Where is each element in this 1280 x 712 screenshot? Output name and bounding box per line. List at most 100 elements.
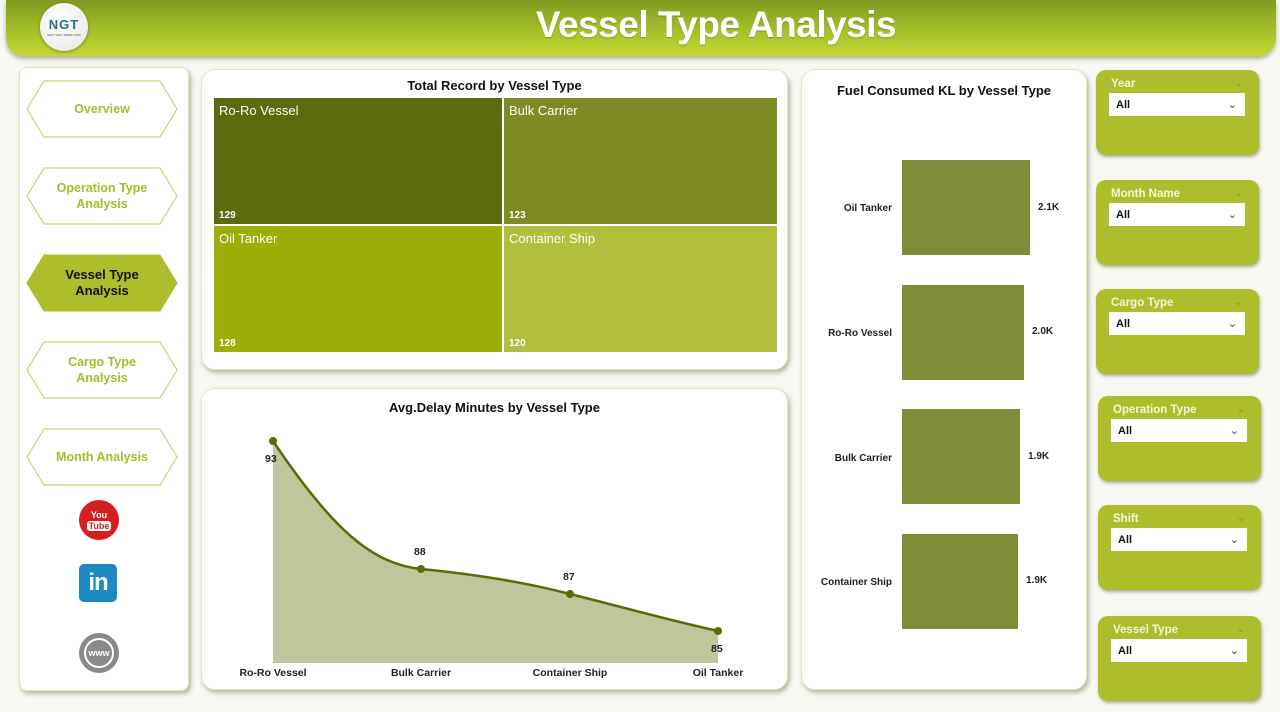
slicer-shift: Shift ⌄ All ⌄ bbox=[1098, 505, 1261, 590]
bar-container-ship[interactable] bbox=[902, 534, 1018, 629]
youtube-text-top: You bbox=[90, 509, 108, 520]
treemap-cell-value: 123 bbox=[509, 210, 526, 221]
nav-month-analysis-button[interactable]: Month Analysis bbox=[26, 428, 178, 486]
nav-item-label: Vessel Type Analysis bbox=[65, 267, 139, 298]
slicer-title: Vessel Type bbox=[1113, 624, 1178, 636]
page-title: Vessel Type Analysis bbox=[535, 4, 897, 45]
year-dropdown[interactable]: All ⌄ bbox=[1109, 93, 1245, 116]
slicer-title: Cargo Type bbox=[1111, 297, 1174, 309]
dropdown-value: All bbox=[1116, 317, 1131, 330]
nav-cargo-type-button[interactable]: Cargo Type Analysis bbox=[26, 341, 178, 399]
treemap-cell-value: 128 bbox=[219, 338, 236, 349]
treemap-cell-value: 120 bbox=[509, 338, 526, 349]
area-chart-plot bbox=[269, 437, 722, 663]
bar-bulk-carrier[interactable] bbox=[902, 409, 1020, 504]
nav-item-label: Month Analysis bbox=[56, 450, 148, 464]
nav-item-label: Overview bbox=[74, 102, 130, 116]
chevron-down-icon[interactable]: ⌄ bbox=[1236, 624, 1245, 635]
bar-ro-ro-vessel[interactable] bbox=[902, 285, 1024, 380]
slicer-cargo-type: Cargo Type ⌄ All ⌄ bbox=[1096, 289, 1259, 374]
dropdown-value: All bbox=[1116, 98, 1131, 111]
slicer-title: Operation Type bbox=[1113, 404, 1197, 416]
bar-category-label: Ro-Ro Vessel bbox=[828, 328, 892, 339]
bar-value-label: 2.0K bbox=[1032, 326, 1054, 337]
chevron-down-icon: ⌄ bbox=[1229, 534, 1239, 546]
x-axis-label: Bulk Carrier bbox=[390, 667, 452, 679]
operation-type-dropdown[interactable]: All ⌄ bbox=[1111, 419, 1247, 442]
bar-chart-card: Fuel Consumed KL by Vessel Type Oil Tank… bbox=[801, 69, 1087, 690]
area-chart-card: Avg.Delay Minutes by Vessel Type 93 88 8… bbox=[201, 388, 788, 690]
header-banner: NGT NEXT GEN TEMPLATES Vessel Type Analy… bbox=[6, 0, 1276, 56]
hexagon-shape-icon bbox=[26, 167, 178, 225]
chevron-down-icon[interactable]: ⌄ bbox=[1236, 513, 1245, 524]
linkedin-text: in bbox=[88, 569, 108, 596]
data-label: 88 bbox=[414, 546, 426, 558]
data-point[interactable] bbox=[417, 565, 425, 573]
nav-overview-button[interactable]: Overview bbox=[26, 80, 178, 138]
data-label: 93 bbox=[265, 453, 277, 465]
bar-value-label: 1.9K bbox=[1028, 451, 1050, 462]
nav-item-label: Cargo Type Analysis bbox=[68, 355, 136, 385]
x-axis-label: Oil Tanker bbox=[692, 667, 744, 679]
bar-category-label: Oil Tanker bbox=[843, 203, 892, 214]
ngt-logo: NGT NEXT GEN TEMPLATES bbox=[40, 3, 88, 51]
month-name-dropdown[interactable]: All ⌄ bbox=[1109, 203, 1245, 226]
slicer-title: Year bbox=[1111, 78, 1136, 90]
treemap-cell-label: Bulk Carrier bbox=[509, 103, 578, 118]
treemap-cell-container-ship[interactable]: Container Ship 120 bbox=[504, 226, 777, 352]
treemap-card: Total Record by Vessel Type Ro-Ro Vessel… bbox=[201, 69, 788, 370]
data-point[interactable] bbox=[714, 627, 722, 635]
hexagon-shape-icon bbox=[26, 341, 178, 399]
youtube-text-bottom: Tube bbox=[86, 520, 112, 531]
treemap-cell-label: Ro-Ro Vessel bbox=[219, 103, 299, 118]
treemap-cell-oil-tanker[interactable]: Oil Tanker 128 bbox=[214, 226, 502, 352]
bar-chart-title: Fuel Consumed KL by Vessel Type bbox=[836, 83, 1052, 98]
x-axis-label: Container Ship bbox=[532, 667, 608, 679]
treemap-cell-ro-ro-vessel[interactable]: Ro-Ro Vessel 129 bbox=[214, 98, 502, 224]
globe-icon: www bbox=[84, 638, 114, 668]
chevron-down-icon[interactable]: ⌄ bbox=[1234, 188, 1243, 199]
data-label: 87 bbox=[563, 571, 575, 583]
website-globe-icon[interactable]: www bbox=[79, 633, 119, 673]
slicer-month-name: Month Name ⌄ All ⌄ bbox=[1096, 180, 1259, 265]
vessel-type-dropdown[interactable]: All ⌄ bbox=[1111, 639, 1247, 662]
youtube-icon[interactable]: You Tube bbox=[79, 500, 119, 540]
logo-subtext: NEXT GEN TEMPLATES bbox=[47, 32, 81, 37]
www-text: www bbox=[88, 648, 110, 658]
nav-vessel-type-button[interactable]: Vessel Type Analysis bbox=[26, 254, 178, 312]
nav-operation-type-button[interactable]: Operation Type Analysis bbox=[26, 167, 178, 225]
treemap-cell-bulk-carrier[interactable]: Bulk Carrier 123 bbox=[504, 98, 777, 224]
data-label: 85 bbox=[711, 643, 723, 655]
treemap-title: Total Record by Vessel Type bbox=[407, 78, 582, 93]
area-chart-title: Avg.Delay Minutes by Vessel Type bbox=[389, 400, 600, 415]
bar-category-label: Bulk Carrier bbox=[834, 453, 892, 464]
chevron-down-icon[interactable]: ⌄ bbox=[1234, 78, 1243, 89]
chevron-down-icon: ⌄ bbox=[1229, 425, 1239, 437]
slicer-title: Shift bbox=[1113, 513, 1139, 525]
data-point[interactable] bbox=[269, 437, 277, 445]
nav-panel: Overview Operation Type Analysis Vessel … bbox=[19, 67, 189, 691]
cargo-type-dropdown[interactable]: All ⌄ bbox=[1109, 312, 1245, 335]
dropdown-value: All bbox=[1118, 424, 1133, 437]
chevron-down-icon: ⌄ bbox=[1229, 645, 1239, 657]
hexagon-shape-icon bbox=[26, 428, 178, 486]
treemap-cell-label: Container Ship bbox=[509, 231, 595, 246]
data-point[interactable] bbox=[566, 590, 574, 598]
chevron-down-icon[interactable]: ⌄ bbox=[1236, 404, 1245, 415]
slicer-title: Month Name bbox=[1111, 188, 1180, 200]
hexagon-shape-icon bbox=[26, 80, 178, 138]
treemap-cell-value: 129 bbox=[219, 210, 236, 221]
bar-value-label: 1.9K bbox=[1026, 575, 1048, 586]
logo-mark: NGT bbox=[48, 16, 80, 32]
slicer-year: Year ⌄ All ⌄ bbox=[1096, 70, 1259, 155]
chevron-down-icon[interactable]: ⌄ bbox=[1234, 297, 1243, 308]
dropdown-value: All bbox=[1116, 208, 1131, 221]
bar-oil-tanker[interactable] bbox=[902, 160, 1030, 255]
shift-dropdown[interactable]: All ⌄ bbox=[1111, 528, 1247, 551]
x-axis-label: Ro-Ro Vessel bbox=[239, 667, 307, 679]
slicer-operation-type: Operation Type ⌄ All ⌄ bbox=[1098, 396, 1261, 481]
linkedin-icon[interactable]: in bbox=[79, 564, 117, 602]
nav-item-label: Operation Type Analysis bbox=[56, 181, 148, 211]
dropdown-value: All bbox=[1118, 644, 1133, 657]
dropdown-value: All bbox=[1118, 533, 1133, 546]
